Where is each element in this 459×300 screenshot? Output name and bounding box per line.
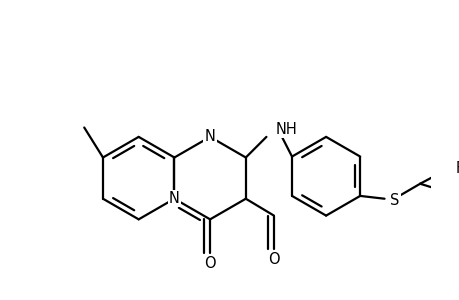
Text: S: S: [389, 193, 399, 208]
Text: NH: NH: [275, 122, 297, 137]
Text: F: F: [455, 161, 459, 176]
Text: O: O: [268, 252, 279, 267]
Text: O: O: [204, 256, 215, 271]
Text: N: N: [168, 191, 179, 206]
Text: F: F: [457, 186, 459, 201]
Text: N: N: [204, 129, 215, 144]
